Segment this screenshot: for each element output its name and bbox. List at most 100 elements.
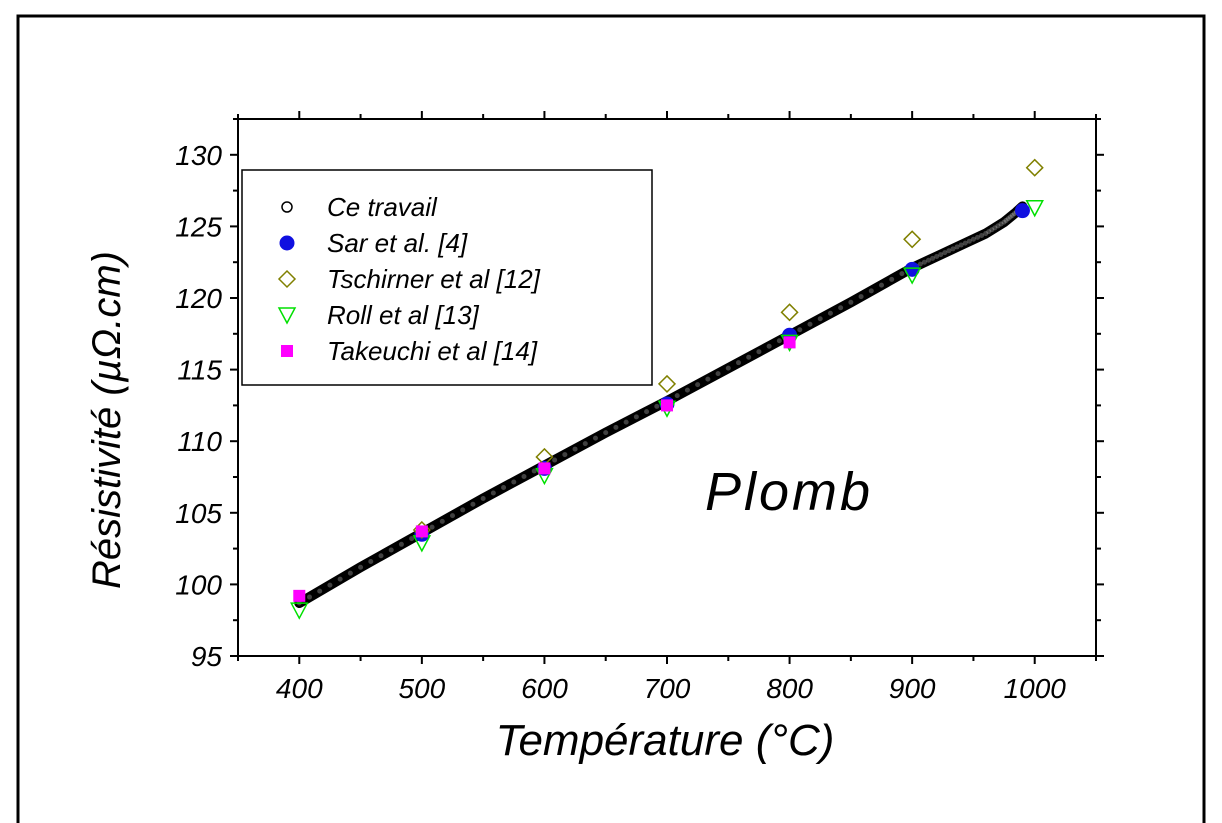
series-texture-ce-travail [337,576,343,582]
y-tick-label: 105 [175,498,222,529]
series-texture-ce-travail [695,382,701,388]
y-tick-label: 125 [175,211,222,242]
series-texture-ce-travail [511,479,517,485]
data-point-ce-travail [601,428,611,438]
series-texture-ce-travail [450,513,455,519]
series-texture-ce-travail [684,387,690,393]
series-texture-ce-travail [930,255,936,261]
series-texture-ce-travail [756,349,762,355]
y-tick-label: 115 [177,355,222,386]
series-texture-ce-travail [899,271,905,277]
data-point-ce-travail [956,240,966,250]
series-texture-ce-travail [807,321,813,327]
legend-box [241,169,653,386]
x-tick-label: 700 [644,673,691,704]
data-point-ce-travail [932,251,942,261]
data-point-takeuchi-et-al-14 [661,399,673,412]
series-texture-ce-travail [654,403,660,409]
series-texture-ce-travail [562,452,568,458]
series-texture-ce-travail [582,441,588,447]
x-axis-label: Température (°C) [496,716,835,765]
legend-marker-ce-travail [281,201,293,213]
series-texture-ce-travail [827,310,833,316]
series-texture-ce-travail [368,558,374,564]
legend-label-ce-travail: Ce travail [327,192,438,222]
data-point-roll-et-al-13 [1025,200,1044,218]
series-texture-ce-travail [470,501,476,507]
legend-item-tschirner-et-al-12: Tschirner et al [12] [277,264,541,294]
series-texture-ce-travail [480,495,486,501]
series-texture-ce-travail [378,553,384,559]
series-texture-ce-travail [593,435,598,441]
series-texture-ce-travail [1009,212,1015,218]
series-texture-ce-travail [917,261,923,267]
series-texture-ce-travail [490,490,496,496]
data-point-roll-et-al-13 [902,267,922,285]
series-texture-ce-travail [674,393,680,399]
series-texture-ce-travail [998,221,1004,227]
series-texture-ce-travail [552,457,558,463]
series-texture-ce-travail [848,299,854,305]
series-texture-ce-travail [725,365,731,371]
legend-marker-sar-et-al-4 [279,235,295,251]
data-point-ce-travail [478,493,488,503]
legend-item-sar-et-al-4: Sar et al. [4] [279,228,468,258]
data-point-takeuchi-et-al-14 [538,462,551,475]
data-point-ce-travail [723,363,733,373]
y-tick-label: 130 [175,140,222,171]
x-tick-label: 1000 [1004,673,1067,704]
series-texture-ce-travail [736,360,741,366]
y-tick-label: 95 [191,641,223,672]
series-texture-ce-travail [817,316,823,322]
series-texture-ce-travail [439,518,445,524]
series-texture-ce-travail [975,234,981,240]
series-texture-ce-travail [934,253,940,259]
data-point-ce-travail [981,229,991,239]
data-point-takeuchi-et-al-14 [415,525,428,538]
series-texture-ce-travail [1007,214,1013,220]
x-tick-label: 400 [276,673,323,704]
series-texture-ce-travail [858,294,864,300]
x-tick-label: 600 [521,673,568,704]
legend-label-sar-et-al-4: Sar et al. [4] [327,228,468,258]
series-texture-ce-travail [986,229,992,235]
series-texture-ce-travail [989,227,995,233]
series-texture-ce-travail [992,225,998,231]
series-texture-ce-travail [633,414,639,420]
x-tick-label: 900 [889,673,936,704]
series-texture-ce-travail [1001,219,1007,225]
data-point-tschirner-et-al-12 [657,374,677,393]
series-texture-ce-travail [531,468,537,474]
series-texture-ce-travail [644,409,650,415]
legend-item-roll-et-al-13: Roll et al [13] [277,300,480,330]
series-texture-ce-travail [879,282,884,288]
series-texture-ce-travail [317,588,323,594]
series-texture-ce-travail [1005,216,1011,222]
series-texture-ce-travail [838,305,844,311]
legend-label-roll-et-al-13: Roll et al [13] [327,300,480,330]
data-point-sar-et-al-4 [1014,203,1030,219]
series-texture-ce-travail [705,376,711,382]
y-tick-labels: 95 100 105 110 115 120 125 130 [175,140,222,672]
data-point-tschirner-et-al-12 [780,303,799,322]
data-point-takeuchi-et-al-14 [293,589,306,602]
series-texture-ce-travail [307,594,312,600]
series-texture-ce-travail [603,430,609,436]
legend-item-takeuchi-et-al-14: Takeuchi et al [14] [281,336,538,366]
series-texture-ce-travail [995,223,1001,229]
series-texture-ce-travail [715,371,721,377]
series-texture-ce-travail [347,570,353,576]
series-texture-ce-travail [358,564,364,570]
legend-marker-takeuchi-et-al-14 [281,345,293,357]
data-point-tschirner-et-al-12 [903,230,922,249]
series-texture-ce-travail [501,485,507,491]
series-texture-ce-travail [776,338,782,344]
series-takeuchi-et-al-14 [293,336,796,602]
series-texture-ce-travail [970,236,976,242]
series-texture-ce-travail [962,240,968,246]
series-texture-ce-travail [572,446,578,452]
series-texture-ce-travail [766,343,772,349]
series-texture-ce-travail [1003,217,1009,223]
series-texture-ce-travail [966,238,972,244]
